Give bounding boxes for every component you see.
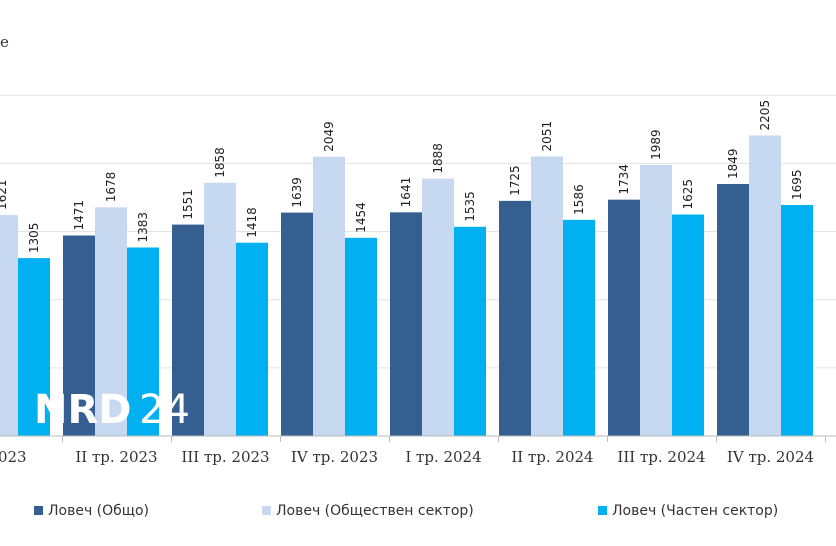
bar (563, 219, 595, 436)
bar (531, 156, 563, 436)
x-tick-label: 2023 (0, 448, 27, 466)
data-label: 1471 (72, 200, 86, 231)
data-label: 1625 (681, 179, 695, 210)
bar (454, 226, 486, 436)
bar (672, 214, 704, 436)
legend-label: Ловеч (Частен сектор) (612, 503, 778, 519)
bar (95, 207, 127, 436)
data-label: 2051 (540, 121, 554, 152)
data-label: 1695 (790, 169, 804, 200)
data-label: 1305 (27, 223, 41, 254)
bar (640, 164, 672, 437)
data-label: 1383 (136, 212, 150, 243)
data-label: 1725 (508, 165, 522, 196)
bar (717, 183, 749, 436)
x-tick-label: IV тр. 2023 (291, 448, 378, 466)
data-label: 1535 (463, 191, 477, 222)
data-label: 1641 (399, 177, 413, 208)
data-label: 1621 (0, 180, 9, 211)
data-label: 1551 (181, 189, 195, 220)
bar (281, 212, 313, 436)
legend-swatch (598, 506, 607, 515)
nrd24-logo: NRD 24 (34, 387, 190, 433)
logo-number: 24 (139, 387, 190, 433)
x-tick-label: III тр. 2024 (617, 448, 705, 466)
bar (236, 242, 268, 436)
bar (204, 182, 236, 436)
x-tick-label: III тр. 2023 (181, 448, 269, 466)
legend-swatch (262, 506, 271, 515)
bar (781, 204, 813, 436)
legend-label: Ловеч (Обществен сектор) (276, 503, 474, 519)
bar (390, 212, 422, 436)
data-label: 1858 (213, 147, 227, 178)
axis-unit-label: е (0, 33, 9, 51)
bar (422, 178, 454, 437)
bars (0, 135, 813, 437)
bar (0, 215, 18, 436)
x-tick-label: II тр. 2024 (511, 448, 593, 466)
bar (608, 199, 640, 436)
data-label: 1888 (431, 143, 445, 174)
data-label: 1989 (649, 129, 663, 160)
data-label: 1418 (245, 207, 259, 238)
data-label: 1734 (617, 164, 631, 195)
data-label: 1849 (726, 148, 740, 179)
bar (499, 200, 531, 436)
bar (313, 156, 345, 436)
bar (749, 135, 781, 436)
bar (127, 247, 159, 436)
data-label: 1586 (572, 184, 586, 215)
legend: Ловеч (Общо) Ловеч (Обществен сектор) Лове… (34, 503, 778, 519)
legend-label: Ловеч (Общо) (48, 503, 149, 519)
data-label: 1454 (354, 202, 368, 233)
legend-swatch (34, 506, 43, 515)
data-label: 2049 (322, 121, 336, 152)
data-label: 1678 (104, 172, 118, 203)
bar (18, 258, 50, 436)
x-tick-label: IV тр. 2024 (727, 448, 814, 466)
bar (345, 237, 377, 436)
data-labels: 1621 1305 1471 1678 1383 1551 1858 1418 1639 2049… (0, 100, 804, 253)
bar (172, 224, 204, 436)
data-label: 1639 (290, 177, 304, 208)
x-axis: 2023 II тр. 2023 III тр. 2023 IV тр. 2023 I … (0, 435, 836, 466)
x-tick-label: II тр. 2023 (75, 448, 157, 466)
data-label: 2205 (758, 100, 772, 131)
bar (63, 235, 95, 436)
x-tick-label: I тр. 2024 (405, 448, 481, 466)
logo-brand: NRD (34, 387, 131, 433)
